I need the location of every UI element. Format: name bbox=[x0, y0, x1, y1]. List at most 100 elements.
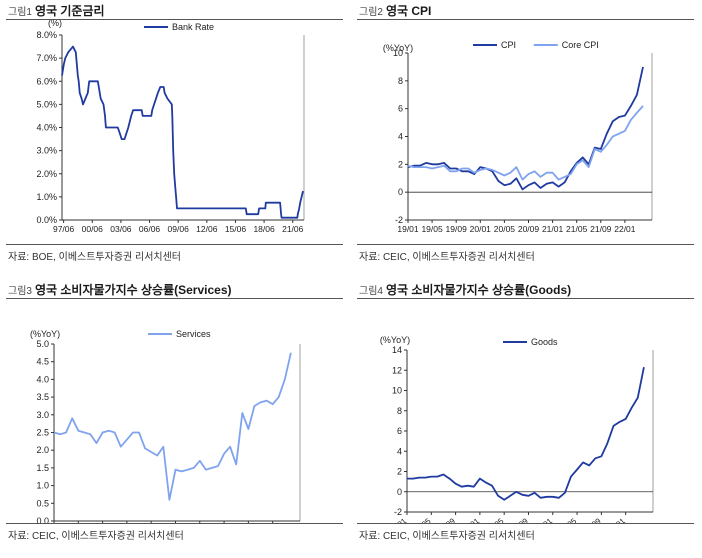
legend-label: Goods bbox=[531, 337, 558, 347]
chart-title-text: 영국 CPI bbox=[385, 4, 432, 18]
services-chart: 0.00.51.01.52.02.53.03.54.04.55.019/0119… bbox=[30, 329, 301, 523]
source-note: 자료: BOE, 이베스트투자증권 리서치센터 bbox=[8, 252, 182, 263]
y-tick-label: 7.0% bbox=[36, 53, 57, 63]
y-tick-label: 10 bbox=[393, 48, 403, 58]
panel-services: 그림3 영국 소비자물가지수 상승률(Services) 0.0 0.5 1.0 1.5… bbox=[0, 279, 351, 558]
x-tick-label: 21/01 bbox=[533, 516, 555, 523]
series-line bbox=[407, 367, 645, 501]
y-tick-label: 10 bbox=[392, 386, 402, 396]
series-line bbox=[61, 45, 304, 219]
x-tick-label: 20/05 bbox=[484, 516, 506, 523]
x-tick-label: 22/01 bbox=[614, 224, 636, 234]
source-rule bbox=[6, 244, 343, 245]
x-tick-label: 19/01 bbox=[387, 516, 409, 523]
x-tick-label: 20/09 bbox=[508, 516, 530, 523]
y-tick-label: 12 bbox=[392, 365, 402, 375]
y-tick-label: 4.0% bbox=[36, 123, 57, 133]
y-axis-label: (%YoY) bbox=[30, 329, 60, 339]
x-tick-label: 19/05 bbox=[411, 516, 433, 523]
y-tick-label: 2.0 bbox=[36, 445, 49, 455]
panel-bank-rate: 그림1 영국 기준금리 0.0% 1.0% 2.0% 3.0% 4.0% 5.0% 6.0% 7… bbox=[0, 0, 351, 279]
source-note: 자료: CEIC, 이베스트투자증권 리서치센터 bbox=[8, 531, 184, 542]
x-tick-label: 21/09 bbox=[590, 224, 612, 234]
x-tick-label: 19/05 bbox=[421, 224, 443, 234]
goods-chart: -2 0 2 4 6 8 10 12 14 19/0119/0519/0920/0120/0520… bbox=[380, 335, 654, 523]
x-tick-label: 20/05 bbox=[494, 224, 516, 234]
y-tick-label: 5.0% bbox=[36, 99, 57, 109]
chart-title: 그림4 영국 소비자물가지수 상승률(Goods) bbox=[359, 281, 571, 298]
y-tick-label: 8.0% bbox=[36, 30, 57, 40]
title-rule bbox=[357, 298, 694, 299]
x-tick-label: 19/09 bbox=[446, 224, 468, 234]
figure-number: 그림2 bbox=[359, 7, 383, 18]
x-tick-label: 03/06 bbox=[110, 224, 132, 234]
y-tick-label: -2 bbox=[394, 507, 402, 517]
y-tick-label: 0.0% bbox=[36, 215, 57, 225]
y-tick-label: 14 bbox=[392, 345, 402, 355]
chart-title: 그림1 영국 기준금리 bbox=[8, 2, 105, 19]
y-tick-label: -2 bbox=[395, 215, 403, 225]
y-tick-label: 1.5 bbox=[36, 463, 49, 473]
x-tick-label: 21/05 bbox=[557, 516, 579, 523]
y-tick-label: 8 bbox=[397, 406, 402, 416]
chart-title: 그림3 영국 소비자물가지수 상승률(Services) bbox=[8, 281, 232, 298]
y-tick-label: 0.0 bbox=[36, 516, 49, 523]
figure-number: 그림4 bbox=[359, 286, 383, 297]
y-tick-label: 1.0% bbox=[36, 192, 57, 202]
x-tick-label: 21/01 bbox=[542, 224, 564, 234]
figure-number: 그림1 bbox=[8, 7, 32, 18]
title-rule bbox=[6, 19, 343, 20]
y-tick-label: 6 bbox=[397, 426, 402, 436]
y-tick-label: 4 bbox=[397, 446, 402, 456]
y-tick-label: 2.0% bbox=[36, 169, 57, 179]
x-tick-label: 21/09 bbox=[581, 516, 603, 523]
bank-rate-chart: 0.0% 1.0% 2.0% 3.0% 4.0% 5.0% 6.0% 7.0% 8.0% 97/0… bbox=[36, 20, 305, 234]
series-line bbox=[407, 66, 644, 191]
title-rule bbox=[357, 19, 694, 20]
x-tick-label: 06/06 bbox=[139, 224, 161, 234]
x-tick-label: 21/05 bbox=[566, 224, 588, 234]
x-tick-label: 18/06 bbox=[253, 224, 275, 234]
x-tick-label: 22/01 bbox=[606, 516, 628, 523]
source-rule bbox=[357, 244, 694, 245]
y-tick-label: 6 bbox=[398, 104, 403, 114]
legend-label: CPI bbox=[501, 40, 516, 50]
chart-title-text: 영국 소비자물가지수 상승률(Goods) bbox=[385, 283, 572, 297]
x-tick-label: 09/06 bbox=[168, 224, 190, 234]
y-tick-label: 3.5 bbox=[36, 392, 49, 402]
y-tick-label: 1.0 bbox=[36, 481, 49, 491]
series-line bbox=[53, 352, 292, 501]
y-tick-label: 2.5 bbox=[36, 428, 49, 438]
x-tick-label: 00/06 bbox=[82, 224, 104, 234]
y-tick-label: 2 bbox=[397, 467, 402, 477]
y-tick-label: 8 bbox=[398, 76, 403, 86]
x-tick-label: 20/09 bbox=[518, 224, 540, 234]
x-tick-label: 20/01 bbox=[470, 224, 492, 234]
title-rule bbox=[6, 298, 343, 299]
y-tick-label: 0.5 bbox=[36, 498, 49, 508]
y-tick-label: 4.5 bbox=[36, 357, 49, 367]
chart-title-text: 영국 기준금리 bbox=[34, 4, 105, 18]
y-tick-label: 2 bbox=[398, 159, 403, 169]
source-note: 자료: CEIC, 이베스트투자증권 리서치센터 bbox=[359, 531, 535, 542]
panel-cpi: 그림2 영국 CPI -2 0 2 4 6 8 10 19/01 19/05 19/09 20/01 2… bbox=[351, 0, 702, 279]
x-tick-label: 20/01 bbox=[460, 516, 482, 523]
chart-title-text: 영국 소비자물가지수 상승률(Services) bbox=[34, 283, 232, 297]
x-tick-label: 97/06 bbox=[53, 224, 75, 234]
chart-title: 그림2 영국 CPI bbox=[359, 2, 431, 19]
x-tick-label: 12/06 bbox=[196, 224, 218, 234]
y-tick-label: 4.0 bbox=[36, 374, 49, 384]
y-axis-label: (%YoY) bbox=[383, 43, 413, 53]
legend-label: Bank Rate bbox=[172, 22, 214, 32]
y-tick-label: 3.0% bbox=[36, 146, 57, 156]
y-tick-label: 0 bbox=[398, 187, 403, 197]
x-tick-label: 15/06 bbox=[225, 224, 247, 234]
source-rule bbox=[6, 523, 343, 524]
legend-label: Services bbox=[176, 329, 211, 339]
source-rule bbox=[357, 523, 694, 524]
figure-number: 그림3 bbox=[8, 286, 32, 297]
y-axis-label: (%YoY) bbox=[380, 335, 410, 345]
x-tick-label: 19/01 bbox=[397, 224, 419, 234]
